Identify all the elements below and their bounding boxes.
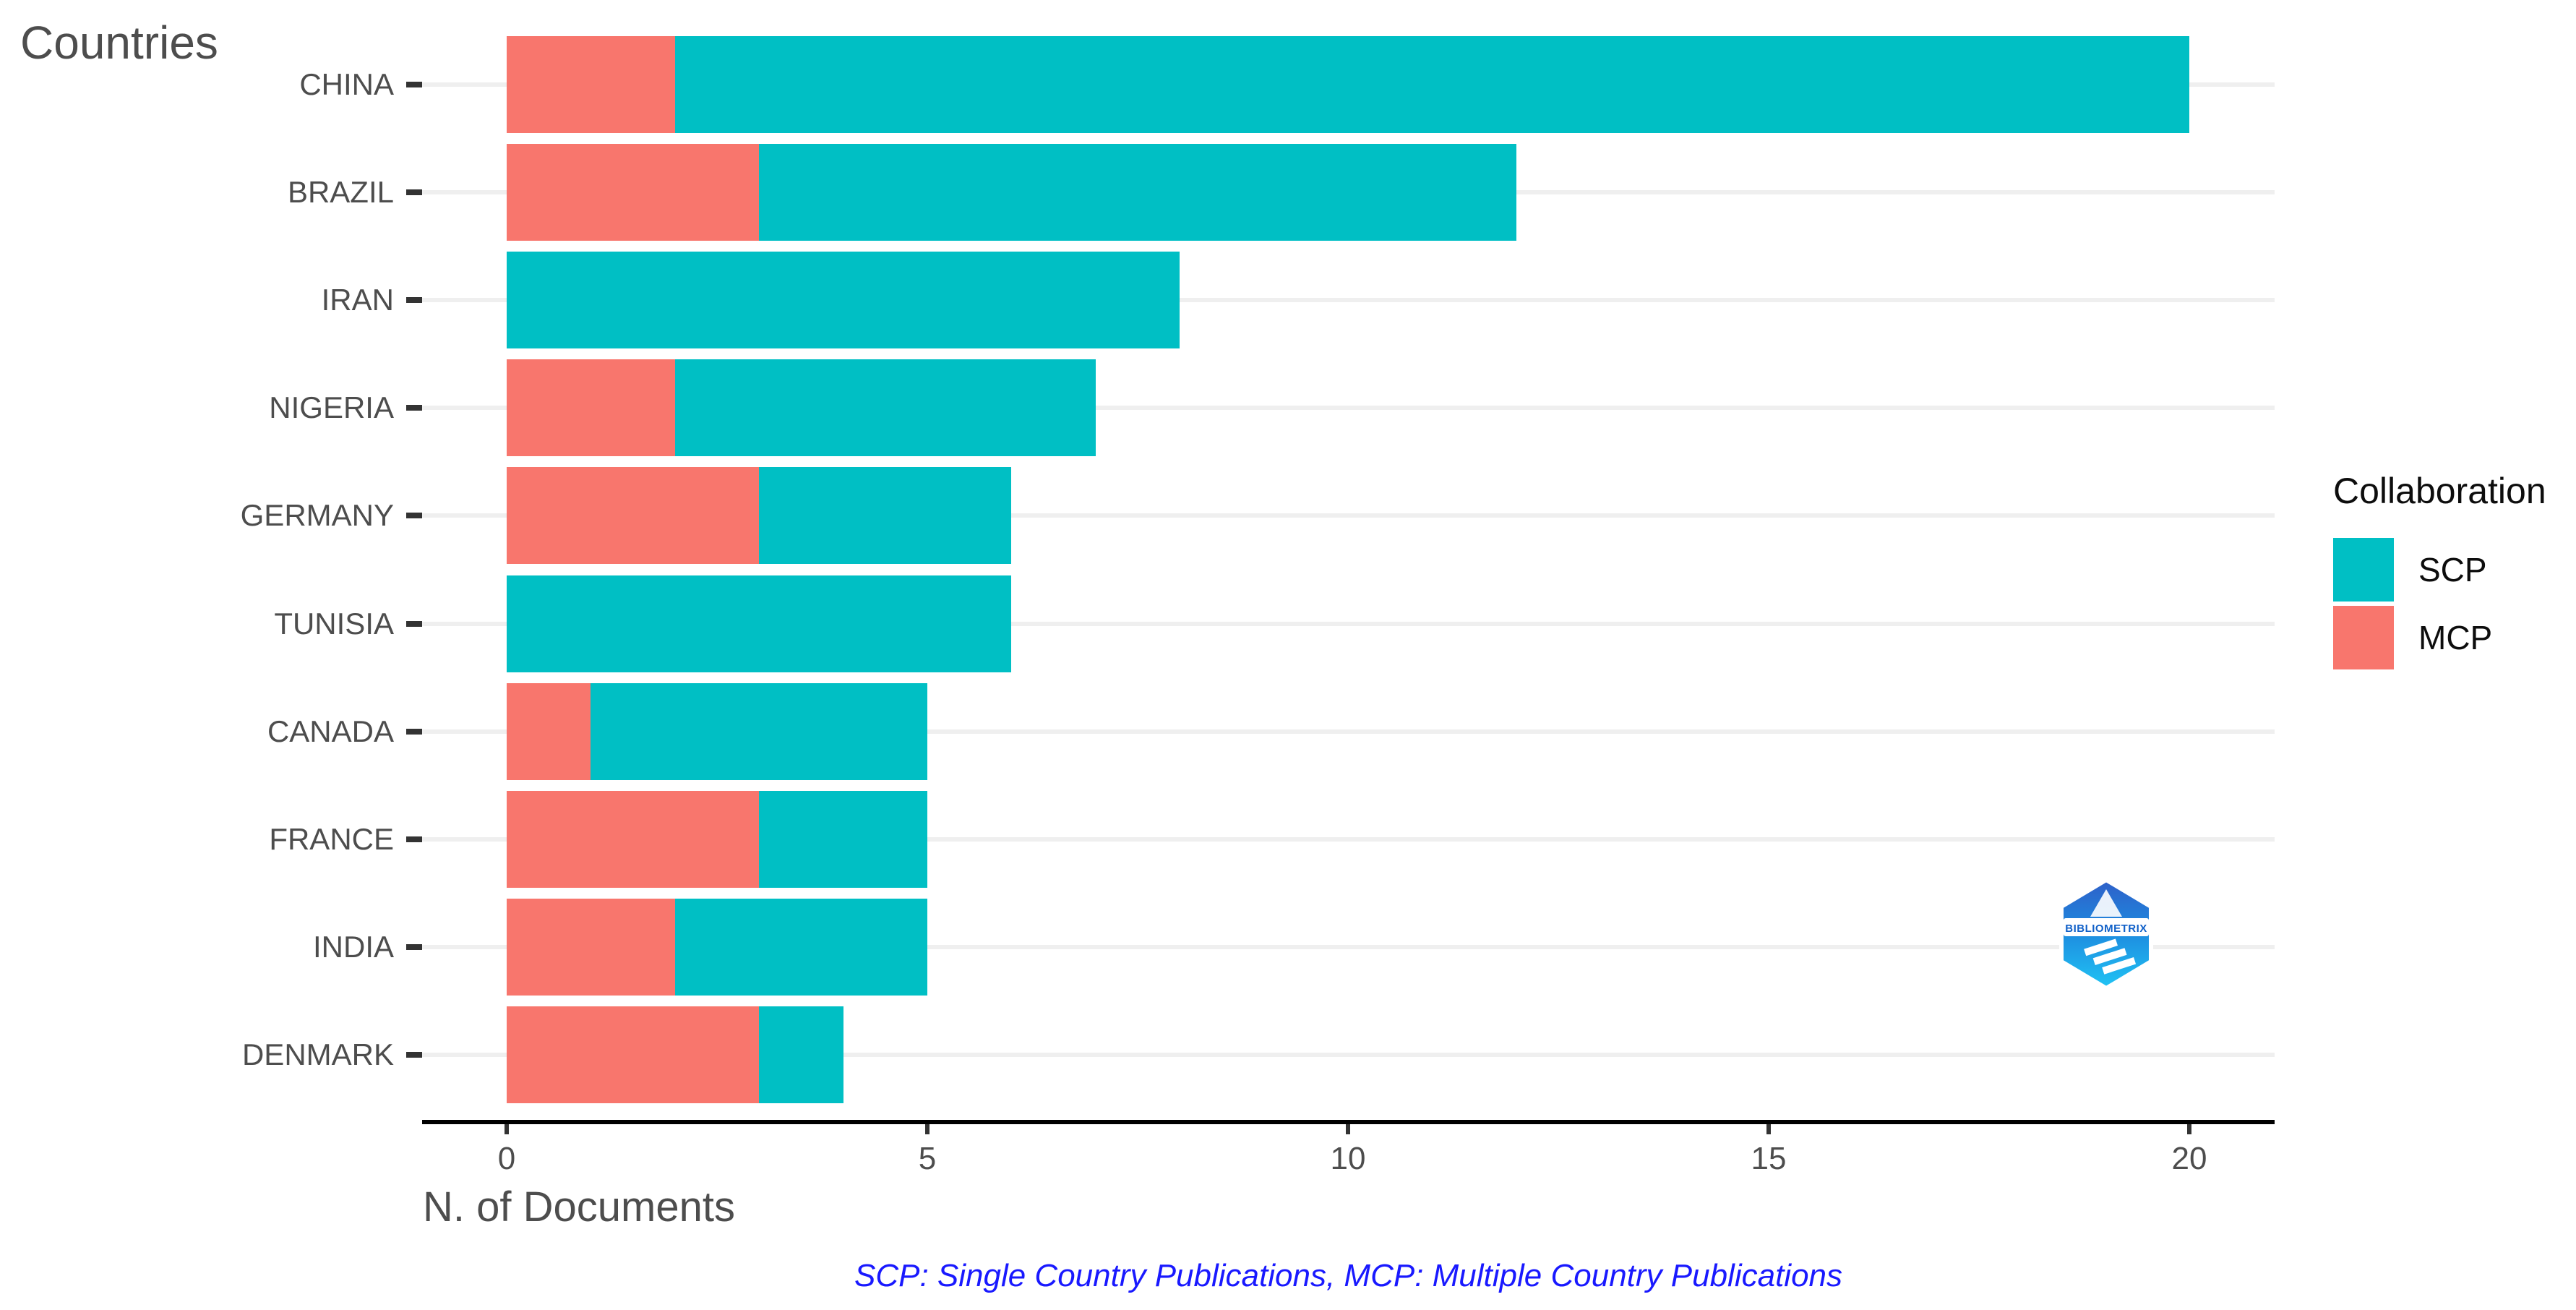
gridline-india [422, 945, 2275, 950]
category-label-germany: GERMANY [240, 498, 394, 533]
y-tick-canada [406, 728, 422, 735]
x-tick-label-0: 0 [497, 1141, 516, 1176]
gridline-tunisia [422, 621, 2275, 626]
bar-segment-germany-scp [759, 467, 1012, 565]
x-tick-label-5: 5 [918, 1141, 937, 1176]
x-tick-15 [1766, 1124, 1771, 1134]
legend-label-mcp: MCP [2418, 619, 2493, 656]
legend-swatch-mcp [2333, 606, 2394, 669]
legend-title: Collaboration [2333, 471, 2546, 511]
y-tick-nigeria [406, 405, 422, 411]
y-tick-china [406, 81, 422, 87]
gridline-iran [422, 297, 2275, 302]
bar-segment-france-scp [759, 790, 927, 888]
x-tick-0 [505, 1124, 509, 1134]
bar-segment-canada-scp [591, 682, 927, 780]
y-tick-brazil [406, 189, 422, 195]
bar-segment-brazil-mcp [507, 143, 760, 241]
x-tick-5 [925, 1124, 929, 1134]
bar-segment-india-mcp [507, 899, 675, 996]
bar-segment-denmark-scp [759, 1006, 843, 1104]
category-label-canada: CANADA [267, 714, 394, 748]
bar-segment-france-mcp [507, 790, 760, 888]
y-tick-iran [406, 296, 422, 303]
chart-title: Countries [20, 17, 218, 69]
bar-segment-china-mcp [507, 35, 675, 133]
gridline-denmark [422, 1053, 2275, 1058]
gridline-canada [422, 729, 2275, 734]
category-label-denmark: DENMARK [241, 1037, 394, 1072]
gridline-germany [422, 513, 2275, 518]
logo-lighthouse-beam [2090, 889, 2122, 917]
bar-segment-china-scp [674, 35, 2189, 133]
category-label-france: FRANCE [269, 821, 394, 856]
x-tick-label-10: 10 [1330, 1141, 1366, 1176]
legend-label-scp: SCP [2418, 551, 2487, 588]
category-label-india: INDIA [312, 930, 394, 964]
legend-item-mcp: MCP [2333, 606, 2546, 669]
legend-item-scp: SCP [2333, 538, 2546, 602]
bar-segment-nigeria-mcp [507, 359, 675, 457]
category-label-brazil: BRAZIL [287, 174, 394, 209]
y-tick-tunisia [406, 620, 422, 627]
bar-segment-brazil-scp [759, 143, 1516, 241]
category-label-iran: IRAN [321, 282, 394, 317]
logo-banner [2064, 918, 2149, 936]
logo-text: BIBLIOMETRIX [2065, 922, 2147, 935]
gridline-france [422, 836, 2275, 842]
legend: Collaboration SCP MCP [2333, 470, 2546, 674]
category-label-nigeria: NIGERIA [269, 390, 394, 425]
x-tick-label-20: 20 [2171, 1141, 2207, 1176]
caption: SCP: Single Country Publications, MCP: M… [854, 1258, 1843, 1293]
bar-segment-nigeria-scp [674, 359, 1096, 457]
category-label-china: CHINA [299, 67, 394, 101]
bar-segment-canada-mcp [507, 682, 591, 780]
category-label-tunisia: TUNISIA [274, 606, 394, 641]
bar-segment-iran-scp [507, 251, 1180, 348]
gridline-nigeria [422, 406, 2275, 411]
legend-swatch-scp [2333, 538, 2394, 602]
y-tick-denmark [406, 1052, 422, 1058]
bar-segment-india-scp [674, 899, 927, 996]
x-tick-label-15: 15 [1751, 1141, 1787, 1176]
x-tick-10 [1346, 1124, 1350, 1134]
y-tick-india [406, 944, 422, 951]
x-axis-line [422, 1120, 2275, 1124]
bar-segment-denmark-mcp [507, 1006, 760, 1104]
bar-segment-germany-mcp [507, 467, 760, 565]
bibliometrix-logo: BIBLIOMETRIX [2059, 877, 2153, 991]
logo-stairs [2084, 938, 2137, 975]
x-axis-title: N. of Documents [423, 1183, 735, 1230]
x-tick-20 [2187, 1124, 2191, 1134]
y-tick-germany [406, 513, 422, 519]
bar-segment-tunisia-scp [507, 575, 1012, 672]
y-tick-france [406, 836, 422, 842]
